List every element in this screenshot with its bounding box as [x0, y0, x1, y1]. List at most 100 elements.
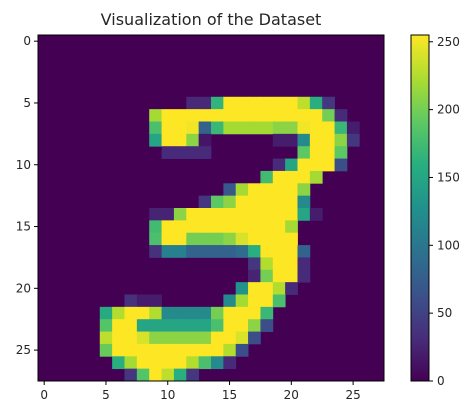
heatmap-cell [161, 319, 175, 332]
heatmap-cell [248, 282, 261, 295]
heatmap-cell [211, 306, 224, 320]
heatmap-cell [124, 294, 138, 308]
heatmap-cell [248, 245, 261, 258]
heatmap-cell [235, 121, 249, 135]
heatmap-cell [235, 208, 249, 221]
heatmap-cell [235, 109, 249, 122]
y-tick-label: 0 [23, 34, 31, 48]
heatmap-cell [186, 356, 200, 370]
heatmap-cell [235, 282, 249, 295]
heatmap-cell [198, 306, 212, 320]
heatmap-cell [235, 96, 249, 110]
heatmap-cell [211, 208, 224, 221]
heatmap-cell [211, 245, 224, 258]
x-tick-label: 20 [284, 388, 299, 402]
heatmap-cell [124, 306, 138, 320]
heatmap-cell [248, 257, 261, 271]
heatmap-cell [124, 331, 138, 345]
heatmap-cell [149, 109, 162, 122]
heatmap-cell [322, 146, 335, 159]
heatmap-cell [297, 133, 311, 147]
heatmap-cell [248, 109, 261, 122]
heatmap-cell [248, 220, 261, 234]
heatmap-cell [297, 121, 311, 135]
heatmap-cell [161, 331, 175, 345]
heatmap-cell [285, 183, 298, 197]
heatmap-cell [272, 109, 286, 122]
heatmap-cell [211, 331, 224, 345]
heatmap-plot-area [37, 34, 385, 382]
heatmap-cell [186, 146, 200, 159]
heatmap-cell [124, 343, 138, 357]
heatmap-cell [173, 245, 187, 258]
heatmap-cell [149, 208, 162, 221]
y-tick-label: 10 [16, 158, 31, 172]
heatmap-cell [285, 220, 298, 234]
heatmap-cell [248, 232, 261, 246]
heatmap-cell [149, 368, 162, 382]
heatmap-cell [173, 133, 187, 147]
heatmap-cell [248, 306, 261, 320]
heatmap-cell [272, 294, 286, 308]
heatmap-cell [285, 109, 298, 122]
x-tick-label: 10 [160, 388, 175, 402]
heatmap-cell [223, 195, 237, 209]
heatmap-cell [272, 208, 286, 221]
heatmap-cell [198, 133, 212, 147]
heatmap-cell [173, 121, 187, 135]
heatmap-cell [136, 319, 150, 332]
heatmap-cell [297, 170, 311, 184]
heatmap-cell [235, 220, 249, 234]
heatmap-cell [322, 121, 335, 135]
heatmap-cell [161, 133, 175, 147]
heatmap-cell [223, 294, 237, 308]
heatmap-cell [285, 133, 298, 147]
heatmap-cell [99, 331, 113, 345]
heatmap-cell [309, 109, 323, 122]
heatmap-cell [211, 319, 224, 332]
heatmap-cell [272, 245, 286, 258]
heatmap-cell [173, 368, 187, 382]
heatmap-cell [211, 121, 224, 135]
heatmap-cell [235, 183, 249, 197]
heatmap-cell [223, 319, 237, 332]
heatmap-cell [149, 319, 162, 332]
heatmap-cell [334, 158, 348, 172]
heatmap-cell [248, 183, 261, 197]
heatmap-cell [211, 96, 224, 110]
heatmap-cell [186, 96, 200, 110]
heatmap-cell [124, 319, 138, 332]
heatmap-cell [161, 245, 175, 258]
heatmap-cell [285, 96, 298, 110]
heatmap-cell [223, 96, 237, 110]
heatmap-cell [322, 96, 335, 110]
heatmap-cell [309, 208, 323, 221]
heatmap-cell [272, 282, 286, 295]
heatmap-cell [149, 294, 162, 308]
x-tick-label: 5 [102, 388, 110, 402]
heatmap-cell [186, 245, 200, 258]
heatmap-cell [223, 232, 237, 246]
heatmap-cell [260, 269, 274, 283]
colorbar: 0 50 100 150 200 250 [410, 34, 460, 388]
heatmap-cell [99, 343, 113, 357]
heatmap-cell [173, 109, 187, 122]
heatmap-cell [272, 158, 286, 172]
plot-frame [37, 34, 385, 382]
heatmap-cell [223, 121, 237, 135]
heatmap-cell [272, 269, 286, 283]
heatmap-cell [186, 232, 200, 246]
heatmap-cell [272, 220, 286, 234]
heatmap-cell [173, 306, 187, 320]
heatmap-cell [322, 158, 335, 172]
heatmap-cell [149, 306, 162, 320]
heatmap-cell [334, 109, 348, 122]
heatmap-cell [334, 146, 348, 159]
heatmap-cell [136, 343, 150, 357]
chart-title: Visualization of the Dataset [101, 10, 322, 29]
heatmap-cell [297, 109, 311, 122]
heatmap-cell [297, 195, 311, 209]
heatmap-cell [112, 319, 125, 332]
heatmap-cell [260, 257, 274, 271]
y-tick-label: 25 [16, 343, 31, 357]
